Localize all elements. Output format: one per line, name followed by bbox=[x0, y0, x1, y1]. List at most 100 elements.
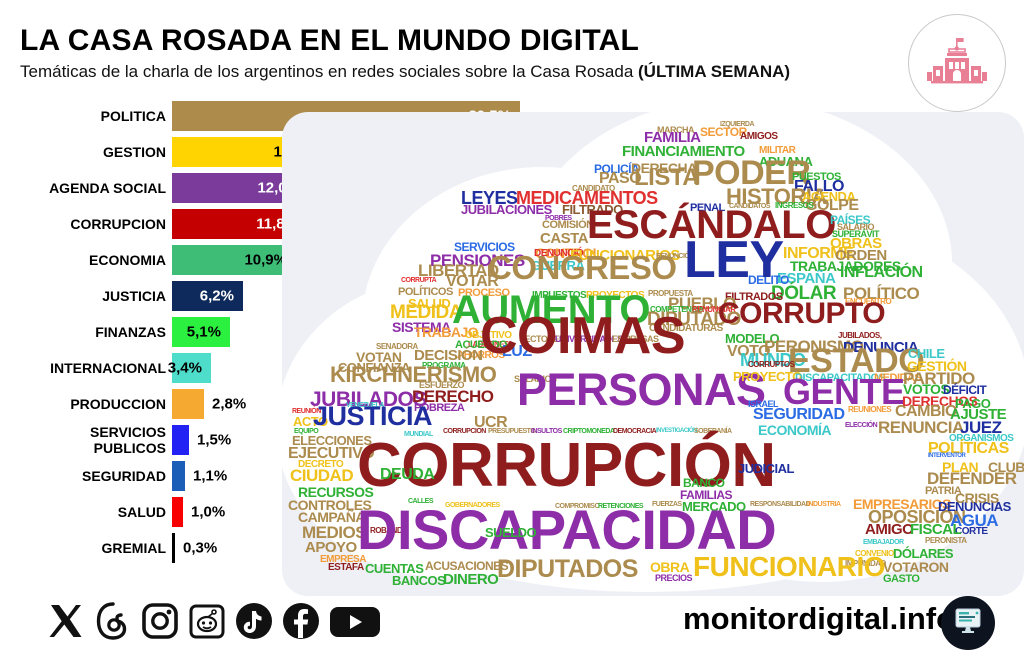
cloud-word: JUSTICIA bbox=[313, 401, 433, 431]
cloud-word: INFLACIÓN bbox=[840, 264, 923, 281]
instagram-icon[interactable] bbox=[140, 601, 180, 641]
bar-row: SEGURIDAD 1,1% bbox=[20, 461, 580, 491]
cloud-word: CONVENIO bbox=[855, 549, 894, 558]
cloud-word: MODELO bbox=[725, 331, 780, 346]
word-cloud-background bbox=[276, 98, 1024, 596]
cloud-word: GOBERNADORES bbox=[445, 502, 500, 509]
reddit-icon[interactable] bbox=[187, 601, 227, 641]
facebook-icon[interactable] bbox=[281, 601, 321, 641]
cloud-word: INGRESOS bbox=[775, 201, 814, 210]
cloud-word: HISTORIA bbox=[726, 184, 827, 209]
cloud-word: SUELDO bbox=[485, 525, 537, 540]
cloud-word: CAMBIO bbox=[895, 403, 957, 420]
bar: 1,1% bbox=[172, 461, 227, 491]
subtitle-text: Temáticas de la charla de los argentinos… bbox=[20, 62, 639, 81]
cloud-word: PROGRAMA bbox=[422, 361, 466, 370]
cloud-word: ROBANDO bbox=[370, 526, 408, 535]
bar-value-label: 1,0% bbox=[191, 503, 226, 521]
cloud-word: CANDIDATO bbox=[572, 184, 615, 193]
cloud-word: PENAL bbox=[690, 202, 725, 214]
cloud-word: SERVICIOS bbox=[454, 240, 515, 254]
cloud-word: ACUERDO bbox=[455, 339, 508, 351]
cloud-word: PROYECTOS bbox=[586, 290, 645, 301]
cloud-word: TRABAJO bbox=[414, 324, 479, 340]
cloud-word: CUENTAS bbox=[365, 561, 424, 576]
bar-category-label: SEGURIDAD bbox=[81, 468, 166, 484]
cloud-word: ENCUENTRO bbox=[845, 297, 892, 306]
subtitle-period: (ÚLTIMA SEMANA) bbox=[638, 62, 791, 81]
cloud-word: FAMILIA bbox=[644, 129, 701, 146]
cloud-word: DIPUTADO bbox=[647, 309, 741, 330]
bar: 6,2% bbox=[172, 281, 243, 311]
bar-value-label: 6,2% bbox=[199, 287, 234, 305]
tiktok-icon[interactable] bbox=[234, 601, 274, 641]
cloud-word: FUNCIONARIOS bbox=[570, 247, 680, 264]
cloud-word: ESFUERZO bbox=[419, 380, 465, 390]
cloud-word: POBREZA bbox=[414, 402, 465, 414]
bar-value-label: 2,8% bbox=[212, 395, 247, 413]
cloud-word: SECTOR bbox=[700, 125, 747, 139]
cloud-word: AMIGOS bbox=[740, 131, 778, 142]
cloud-word: PARTIDO bbox=[903, 369, 975, 388]
threads-icon[interactable] bbox=[93, 601, 133, 641]
bar-category-label: SERVICIOS PUBLICOS bbox=[90, 424, 166, 456]
cloud-word: SEGURIDAD bbox=[753, 406, 845, 423]
bar-category-label: GREMIAL bbox=[101, 540, 166, 556]
cloud-word: CRISIS bbox=[955, 490, 999, 506]
bar-row: SERVICIOS PUBLICOS 1,5% bbox=[20, 424, 580, 456]
computer-monitor-icon bbox=[953, 606, 983, 641]
cloud-word: PUESTOS bbox=[792, 171, 841, 183]
cloud-word: ADUANA bbox=[759, 154, 813, 169]
cloud-word: RENUNCIÓ bbox=[656, 253, 690, 260]
cloud-word: OPOSICIÓN bbox=[868, 507, 966, 527]
cloud-word: PRESUPUESTO bbox=[488, 428, 536, 435]
cloud-word: PASO bbox=[599, 170, 642, 187]
site-name: monitordigital.info bbox=[683, 601, 956, 636]
cloud-word: MUNDIAL bbox=[404, 431, 433, 438]
cloud-word: CONTROL bbox=[535, 245, 601, 261]
cloud-word: ECONOMÍA bbox=[758, 422, 832, 438]
cloud-word: FILTRADO bbox=[562, 202, 623, 217]
cloud-word: INFORME bbox=[783, 245, 854, 262]
bar: 0,3% bbox=[172, 533, 217, 563]
cloud-word: CLUB bbox=[988, 459, 1024, 475]
cloud-word: ACTO bbox=[293, 414, 328, 429]
cloud-word: PENSIONES bbox=[430, 251, 525, 270]
bar: 1,0% bbox=[172, 497, 225, 527]
cloud-word: SOBERANÍA bbox=[694, 428, 732, 435]
cloud-word: PERSONAS bbox=[517, 364, 766, 415]
cloud-word: CALLES bbox=[408, 498, 434, 505]
bar-row: ECONOMIA 10,9% bbox=[20, 245, 580, 275]
social-icons-row bbox=[46, 601, 382, 641]
cloud-word: POLÍTICOS bbox=[398, 286, 453, 298]
cloud-word: ELECCIONES bbox=[292, 433, 372, 448]
cloud-word: DERECHO bbox=[412, 387, 494, 406]
cloud-word: DÓLAR bbox=[771, 283, 837, 304]
bar-row: PRODUCCION 2,8% bbox=[20, 389, 580, 419]
cloud-word: AUMENTO bbox=[452, 288, 650, 332]
cloud-word: ESCÁNDALO bbox=[587, 203, 836, 247]
page-title: LA CASA ROSADA EN EL MUNDO DIGITAL bbox=[20, 24, 640, 57]
cloud-word: PERONISTA bbox=[925, 536, 967, 545]
cloud-word: CHILE bbox=[908, 346, 945, 361]
cloud-word: LIBERTAD bbox=[418, 261, 499, 280]
cloud-word: CRIPTOMONEDA bbox=[563, 428, 615, 435]
cloud-word: GASTO bbox=[883, 573, 920, 585]
cloud-word: ORDEN bbox=[835, 247, 887, 264]
bar-category-label: CORRUPCION bbox=[70, 216, 166, 232]
youtube-icon[interactable] bbox=[328, 601, 382, 641]
cloud-word: OBRA bbox=[650, 559, 690, 575]
cloud-word: SALARIOS bbox=[514, 374, 557, 384]
cloud-word: POBRES bbox=[545, 215, 572, 222]
cloud-word: ELECCIÓN bbox=[845, 422, 878, 429]
x-icon[interactable] bbox=[46, 601, 86, 641]
bar-value-label: 0,3% bbox=[183, 539, 218, 557]
cloud-word: LISTA bbox=[634, 164, 700, 191]
cloud-word: CORRUPTOS bbox=[748, 360, 795, 369]
cloud-word: RENUNCIAR bbox=[692, 305, 736, 314]
cloud-word: DISCAPACITADOS bbox=[795, 372, 886, 384]
cloud-word: DECRETO bbox=[298, 459, 344, 470]
cloud-word: RENUNCIA bbox=[878, 418, 964, 437]
cloud-word: DELITO bbox=[748, 273, 789, 287]
bar-category-label: ECONOMIA bbox=[89, 252, 166, 268]
